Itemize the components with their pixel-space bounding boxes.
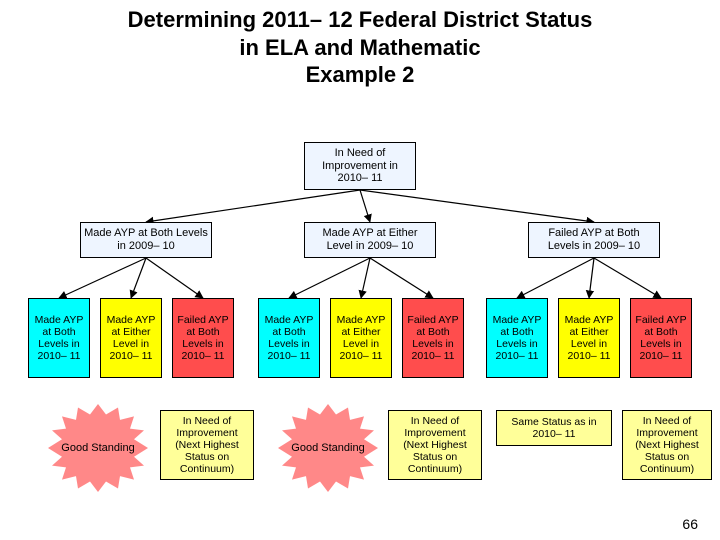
outcome-label: Good Standing (281, 442, 374, 454)
outcome-good-standing: Good Standing (48, 404, 148, 492)
leaf-node-L2: Made AYP at Either Level in 2010– 11 (100, 298, 162, 378)
leaf-node-L6: Failed AYP at Both Levels in 2010– 11 (402, 298, 464, 378)
leaf-node-L5: Made AYP at Either Level in 2010– 11 (330, 298, 392, 378)
outcome-label: Good Standing (51, 442, 144, 454)
leaf-node-L4: Made AYP at Both Levels in 2010– 11 (258, 298, 320, 378)
leaf-node-L1: Made AYP at Both Levels in 2010– 11 (28, 298, 90, 378)
mid-node-m3: Failed AYP at Both Levels in 2009– 10 (528, 222, 660, 258)
leaf-node-L8: Made AYP at Either Level in 2010– 11 (558, 298, 620, 378)
outcome-good-standing: Good Standing (278, 404, 378, 492)
leaf-node-L9: Failed AYP at Both Levels in 2010– 11 (630, 298, 692, 378)
root-node: In Need of Improvement in 2010– 11 (304, 142, 416, 190)
outcome-O2: In Need of Improvement (Next Highest Sta… (160, 410, 254, 480)
page-number: 66 (682, 516, 698, 532)
diagram-canvas: In Need of Improvement in 2010– 11 Made A… (0, 0, 720, 540)
leaf-node-L7: Made AYP at Both Levels in 2010– 11 (486, 298, 548, 378)
outcome-O5: Same Status as in 2010– 11 (496, 410, 612, 446)
mid-node-m1: Made AYP at Both Levels in 2009– 10 (80, 222, 212, 258)
mid-node-m2: Made AYP at Either Level in 2009– 10 (304, 222, 436, 258)
leaf-node-L3: Failed AYP at Both Levels in 2010– 11 (172, 298, 234, 378)
outcome-O4: In Need of Improvement (Next Highest Sta… (388, 410, 482, 480)
outcome-O6: In Need of Improvement (Next Highest Sta… (622, 410, 712, 480)
